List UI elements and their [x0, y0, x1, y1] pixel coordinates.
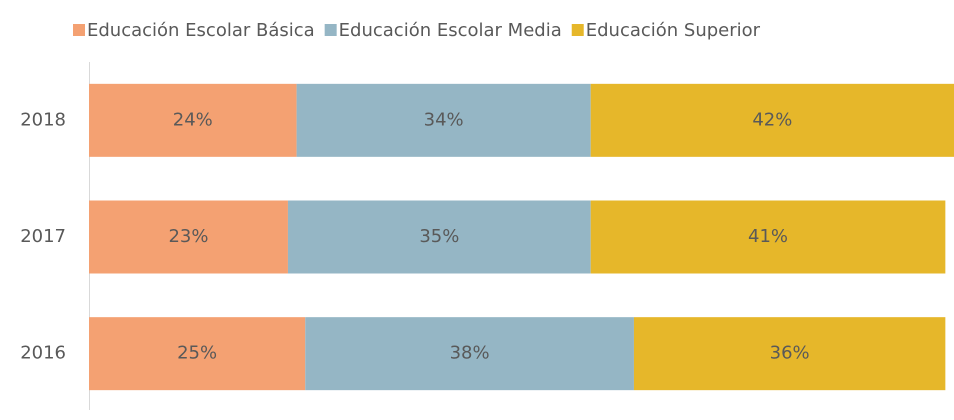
legend-label: Educación Superior — [586, 20, 761, 41]
data-label: 25% — [177, 343, 217, 364]
bar-segment — [89, 83, 297, 157]
data-label: 35% — [419, 226, 459, 247]
bar-segment — [590, 200, 946, 274]
bar-segment — [89, 200, 288, 274]
data-label: 34% — [424, 109, 464, 130]
data-label: 24% — [173, 109, 213, 130]
legend-label: Educación Escolar Media — [339, 20, 562, 41]
bar-segment — [296, 83, 591, 157]
data-label: 38% — [450, 343, 490, 364]
data-label: 36% — [770, 343, 810, 364]
legend-swatch — [73, 24, 85, 36]
bar-segment — [89, 317, 306, 391]
data-label: 41% — [748, 226, 788, 247]
y-tick-label: 2016 — [20, 343, 66, 364]
y-tick-label: 2018 — [20, 109, 66, 130]
data-label: 42% — [752, 109, 792, 130]
legend-swatch — [324, 24, 337, 36]
bar-segment — [287, 200, 591, 274]
bar-segment — [590, 83, 954, 157]
legend-label: Educación Escolar Básica — [87, 20, 315, 41]
bar-segment — [305, 317, 634, 391]
data-label: 23% — [168, 226, 208, 247]
y-tick-label: 2017 — [20, 226, 66, 247]
bar-segment — [633, 317, 946, 391]
legend-swatch — [571, 24, 584, 36]
